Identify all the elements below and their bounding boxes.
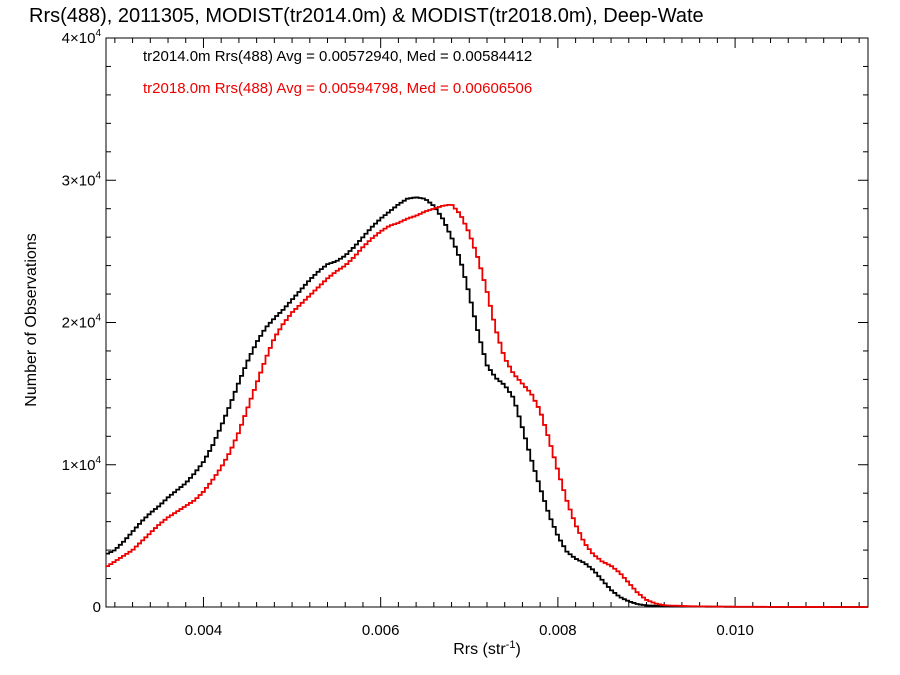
annotation-tr2014: tr2014.0m Rrs(488) Avg = 0.00572940, Med… [143,48,532,65]
x-tick-label: 0.010 [716,622,754,639]
series-group [106,196,868,608]
y-tick-label-base: 1×10 [62,457,96,474]
y-tick-label: 3×104 [62,170,102,189]
x-tick-label: 0.006 [362,622,400,639]
annotation-tr2018: tr2018.0m Rrs(488) Avg = 0.00594798, Med… [143,80,532,97]
y-tick-label: 1×104 [62,455,102,474]
plot-frame [105,37,869,608]
series-line-tr2014.0m [106,196,868,608]
x-axis-label-text: Rrs (str [453,641,506,658]
y-tick-label-base: 4×10 [62,30,96,47]
series-line-tr2018.0m [106,203,868,608]
y-tick-label-exponent: 4 [95,28,101,39]
axis-ticks: 0.004 0.006 0.008 0.01001×1042×1043×1044×10… [62,28,868,639]
y-tick-label: 0 [93,599,101,616]
y-tick-label-exponent: 4 [95,170,101,181]
x-tick-label: 0.008 [539,622,577,639]
y-tick-label: 2×104 [62,313,102,332]
y-tick-label-base: 3×10 [62,172,96,189]
y-tick-label-base: 2×10 [62,315,96,332]
y-axis-label: Number of Observations [23,233,40,406]
chart-title: Rrs(488), 2011305, MODIST(tr2014.0m) & M… [29,5,704,27]
x-axis-label: Rrs (str-1) [453,639,521,658]
y-tick-label-exponent: 4 [95,455,101,466]
x-tick-label: 0.004 [185,622,223,639]
y-tick-label: 4×104 [62,28,102,47]
y-tick-label-exponent: 4 [95,313,101,324]
x-axis-label-end: ) [515,641,520,658]
x-axis-label-exponent: -1 [506,639,516,651]
y-tick-label-base: 0 [93,599,101,616]
